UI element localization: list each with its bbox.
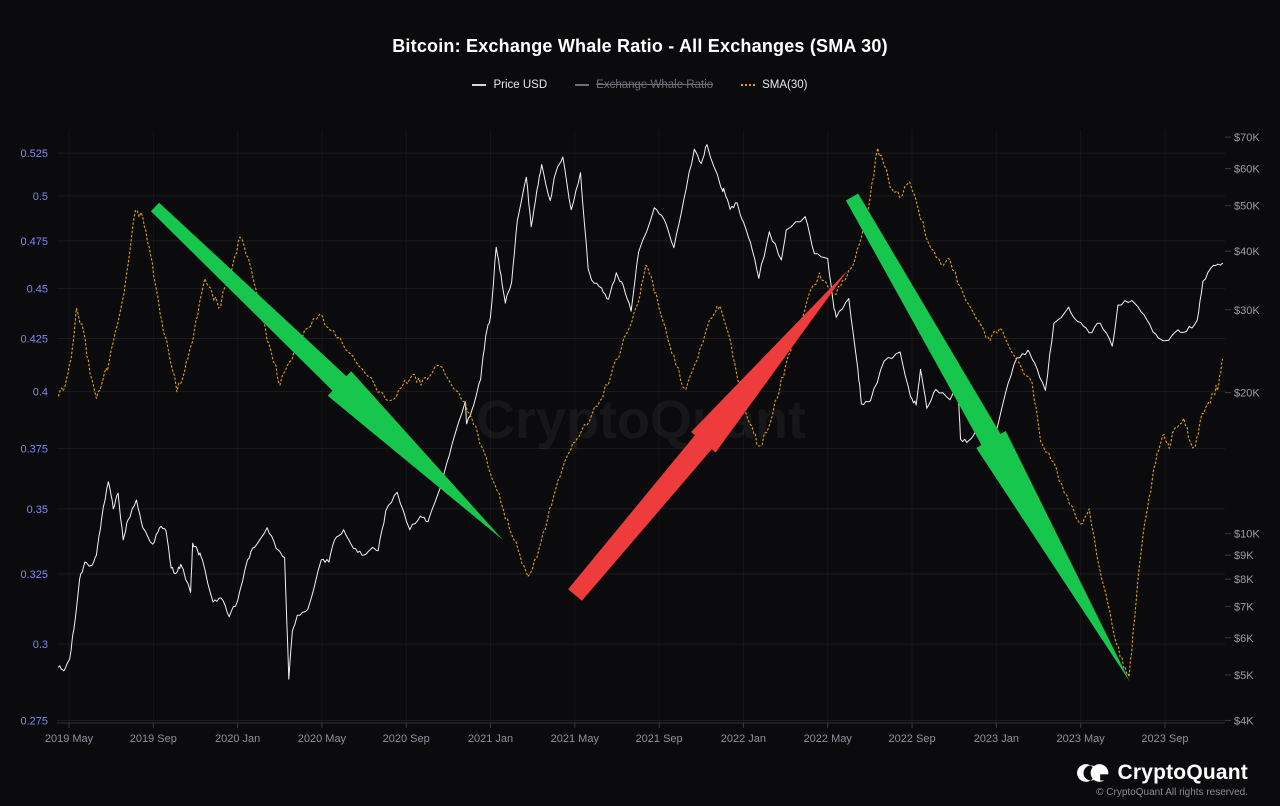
legend-item-sma30[interactable]: SMA(30) xyxy=(741,79,808,91)
green-down-arrow-2 xyxy=(845,193,1130,682)
svg-text:2023 Sep: 2023 Sep xyxy=(1141,733,1188,745)
legend-label: SMA(30) xyxy=(762,79,808,91)
cryptoquant-watermark: CryptoQuant xyxy=(476,390,806,450)
svg-text:2020 May: 2020 May xyxy=(298,733,347,745)
svg-text:$7K: $7K xyxy=(1234,601,1254,613)
axis-labels: 0.525 0.5 0.475 0.45 0.425 0.4 0.375 0.35 0.325 0… xyxy=(20,132,1260,745)
series-sma-30- xyxy=(57,147,1224,678)
svg-text:0.325: 0.325 xyxy=(20,569,48,581)
svg-text:2023 May: 2023 May xyxy=(1056,733,1105,745)
svg-text:$8K: $8K xyxy=(1234,574,1254,586)
svg-text:0.5: 0.5 xyxy=(33,191,48,203)
svg-text:0.475: 0.475 xyxy=(20,236,48,248)
legend-label: Price USD xyxy=(493,79,548,91)
svg-text:2019 May: 2019 May xyxy=(45,733,94,745)
svg-text:2019 Sep: 2019 Sep xyxy=(130,733,177,745)
svg-text:0.45: 0.45 xyxy=(27,283,48,295)
svg-text:2022 Sep: 2022 Sep xyxy=(888,733,935,745)
legend-label: Exchange Whale Ratio xyxy=(596,79,714,91)
svg-text:0.4: 0.4 xyxy=(33,387,48,399)
svg-text:0.275: 0.275 xyxy=(20,715,48,727)
copyright-text: © CryptoQuant All rights reserved. xyxy=(1096,787,1248,798)
svg-text:2020 Jan: 2020 Jan xyxy=(215,733,260,745)
legend: Price USD Exchange Whale Ratio SMA(30) xyxy=(0,79,1280,91)
svg-text:$20K: $20K xyxy=(1234,387,1260,399)
series-price-usd xyxy=(58,144,1223,680)
svg-text:0.375: 0.375 xyxy=(20,443,48,455)
svg-text:$40K: $40K xyxy=(1234,246,1260,258)
red-up-arrow xyxy=(568,270,848,601)
chart-title: Bitcoin: Exchange Whale Ratio - All Exch… xyxy=(392,36,888,56)
axes xyxy=(57,136,1231,728)
svg-text:2021 Jan: 2021 Jan xyxy=(468,733,513,745)
sma-line-swatch xyxy=(741,84,756,86)
green-down-arrow-1 xyxy=(150,202,503,540)
svg-text:$60K: $60K xyxy=(1234,164,1260,176)
svg-text:$30K: $30K xyxy=(1234,305,1260,317)
svg-text:0.525: 0.525 xyxy=(20,148,48,160)
price-line-swatch xyxy=(472,84,487,86)
svg-text:$4K: $4K xyxy=(1234,715,1254,727)
svg-text:2022 Jan: 2022 Jan xyxy=(721,733,766,745)
svg-text:$6K: $6K xyxy=(1234,633,1254,645)
legend-item-exchange-whale-ratio[interactable]: Exchange Whale Ratio xyxy=(575,79,713,91)
svg-text:$50K: $50K xyxy=(1234,201,1260,213)
svg-text:2022 May: 2022 May xyxy=(804,733,853,745)
cryptoquant-logo-icon xyxy=(1077,764,1110,782)
legend-item-price-usd[interactable]: Price USD xyxy=(472,79,547,91)
brand-name: CryptoQuant xyxy=(1117,761,1248,784)
whale-ratio-line-swatch xyxy=(575,84,590,86)
svg-text:0.3: 0.3 xyxy=(33,639,48,651)
svg-text:2023 Jan: 2023 Jan xyxy=(974,733,1019,745)
svg-text:$5K: $5K xyxy=(1234,670,1254,682)
svg-text:0.425: 0.425 xyxy=(20,333,48,345)
gridlines xyxy=(57,130,1225,723)
svg-text:$10K: $10K xyxy=(1234,529,1260,541)
svg-text:0.35: 0.35 xyxy=(27,504,48,516)
svg-text:$70K: $70K xyxy=(1234,132,1260,144)
footer-brand: CryptoQuant © CryptoQuant All rights res… xyxy=(1075,761,1248,798)
svg-text:2021 May: 2021 May xyxy=(551,733,600,745)
svg-text:2021 Sep: 2021 Sep xyxy=(636,733,683,745)
svg-text:2020 Sep: 2020 Sep xyxy=(383,733,430,745)
svg-text:$9K: $9K xyxy=(1234,550,1254,562)
